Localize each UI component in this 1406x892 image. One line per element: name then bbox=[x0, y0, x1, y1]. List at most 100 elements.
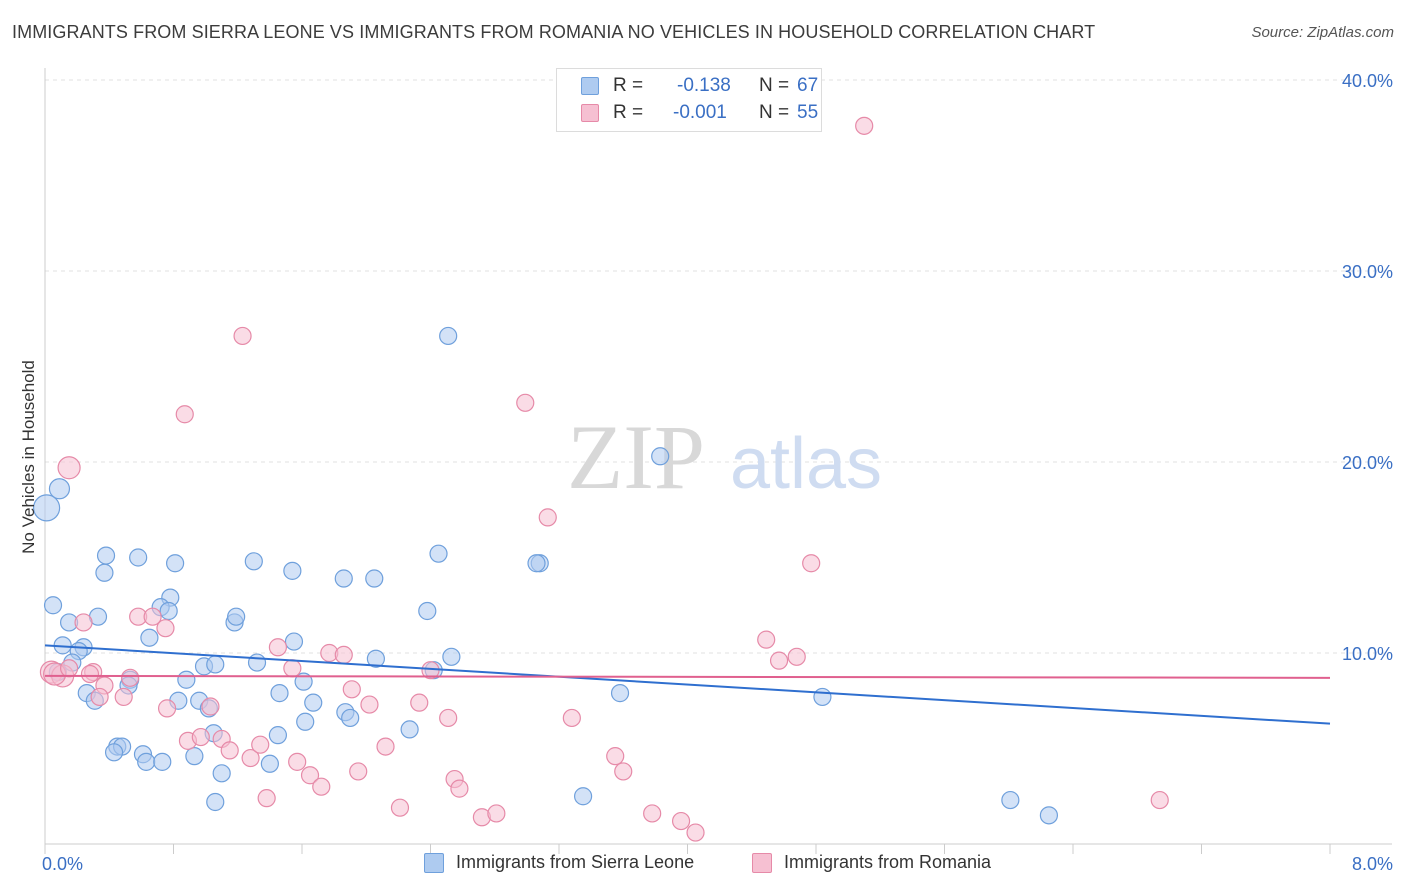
point-romania bbox=[251, 735, 270, 754]
legend-n-value: 55 bbox=[797, 102, 819, 123]
axes bbox=[44, 68, 1392, 854]
y-axis-label: No Vehicles in Household bbox=[19, 360, 38, 554]
point-romania bbox=[562, 708, 581, 728]
point-sierra-leone bbox=[137, 752, 156, 771]
trend-line-romania bbox=[44, 674, 1331, 679]
point-sierra-leone bbox=[166, 554, 185, 573]
point-sierra-leone bbox=[283, 561, 302, 580]
point-sierra-leone bbox=[442, 647, 461, 666]
point-romania bbox=[114, 687, 133, 707]
point-sierra-leone bbox=[813, 687, 832, 707]
point-sierra-leone bbox=[212, 764, 231, 783]
legend-n-value: 67 bbox=[797, 75, 819, 96]
point-romania bbox=[686, 823, 705, 842]
point-sierra-leone bbox=[185, 747, 204, 766]
point-romania bbox=[802, 554, 821, 573]
point-romania bbox=[376, 737, 395, 756]
point-romania bbox=[1150, 790, 1169, 810]
point-romania bbox=[191, 727, 210, 747]
bottom-legend-swatch-sierra-leone bbox=[424, 853, 444, 873]
watermark: ZIP atlas bbox=[567, 406, 882, 508]
point-romania bbox=[516, 393, 535, 412]
bottom-legend-swatch-romania bbox=[752, 853, 772, 873]
point-sierra-leone bbox=[33, 494, 61, 522]
trend-line-sierra-leone bbox=[44, 644, 1331, 725]
point-sierra-leone bbox=[206, 655, 225, 674]
point-sierra-leone bbox=[95, 563, 114, 582]
point-romania bbox=[59, 659, 79, 678]
point-romania bbox=[855, 116, 874, 135]
point-romania bbox=[757, 630, 776, 649]
point-sierra-leone bbox=[527, 554, 546, 573]
point-sierra-leone bbox=[140, 628, 159, 647]
point-romania bbox=[220, 741, 239, 760]
point-sierra-leone bbox=[573, 787, 593, 806]
point-sierra-leone bbox=[365, 569, 384, 588]
legend-swatch-romania bbox=[581, 104, 599, 122]
y-tick-label: 30.0% bbox=[1342, 262, 1393, 282]
point-sierra-leone bbox=[1001, 790, 1020, 810]
watermark-zip: ZIP bbox=[567, 406, 705, 508]
trend-lines bbox=[44, 644, 1331, 725]
legend-r-label: R = bbox=[613, 102, 644, 123]
point-sierra-leone bbox=[177, 670, 196, 689]
point-sierra-leone bbox=[341, 708, 360, 728]
point-romania bbox=[769, 651, 789, 670]
point-sierra-leone bbox=[268, 726, 288, 745]
point-sierra-leone bbox=[334, 569, 353, 588]
point-sierra-leone bbox=[439, 326, 458, 346]
point-romania bbox=[439, 708, 458, 728]
point-sierra-leone bbox=[247, 653, 267, 672]
watermark-atlas: atlas bbox=[730, 424, 882, 504]
point-romania bbox=[787, 647, 806, 666]
point-sierra-leone bbox=[153, 752, 172, 771]
point-romania bbox=[175, 405, 194, 424]
point-romania bbox=[283, 659, 302, 678]
series-romania bbox=[39, 116, 1169, 842]
point-sierra-leone bbox=[610, 684, 630, 703]
point-sierra-leone bbox=[366, 649, 385, 668]
point-romania bbox=[90, 687, 109, 707]
point-sierra-leone bbox=[206, 792, 225, 812]
legend-r-value: -0.138 bbox=[677, 75, 731, 96]
legend-r-value: -0.001 bbox=[673, 102, 727, 123]
series-sierra-leone bbox=[33, 326, 1059, 825]
chart-source: Source: ZipAtlas.com bbox=[1251, 24, 1394, 41]
point-romania bbox=[121, 668, 140, 687]
point-romania bbox=[80, 664, 100, 684]
stats-legend: R = -0.138 N = 67 R = -0.001 N = 55 bbox=[556, 68, 822, 132]
point-sierra-leone bbox=[260, 754, 279, 773]
point-romania bbox=[257, 789, 276, 808]
point-sierra-leone bbox=[227, 607, 246, 626]
point-romania bbox=[156, 619, 175, 638]
point-sierra-leone bbox=[129, 548, 148, 567]
tick-labels: 10.0% 20.0% 30.0% 40.0% 0.0% 8.0% bbox=[42, 71, 1393, 874]
point-sierra-leone bbox=[244, 552, 263, 571]
x-tick-label-max: 8.0% bbox=[1352, 854, 1393, 874]
point-sierra-leone bbox=[96, 546, 116, 565]
point-romania bbox=[450, 779, 469, 798]
point-romania bbox=[349, 762, 368, 781]
legend-r-label: R = bbox=[613, 75, 644, 96]
point-sierra-leone bbox=[304, 693, 323, 712]
point-romania bbox=[334, 645, 353, 665]
point-romania bbox=[538, 508, 557, 527]
point-romania bbox=[606, 747, 625, 766]
y-tick-label: 20.0% bbox=[1342, 453, 1393, 473]
point-romania bbox=[360, 695, 379, 714]
point-romania bbox=[342, 680, 361, 699]
legend-n-label: N = bbox=[759, 102, 790, 123]
y-tick-label: 10.0% bbox=[1342, 644, 1393, 664]
point-romania bbox=[643, 804, 662, 823]
point-romania bbox=[233, 326, 252, 346]
point-romania bbox=[614, 762, 633, 781]
point-sierra-leone bbox=[418, 601, 437, 621]
bottom-legend-label: Immigrants from Romania bbox=[784, 852, 992, 872]
point-sierra-leone bbox=[104, 743, 124, 762]
point-sierra-leone bbox=[48, 478, 71, 500]
point-sierra-leone bbox=[284, 632, 304, 651]
point-romania bbox=[241, 748, 260, 768]
point-sierra-leone bbox=[294, 672, 313, 691]
bottom-legend-label: Immigrants from Sierra Leone bbox=[456, 852, 695, 872]
point-romania bbox=[312, 777, 331, 796]
